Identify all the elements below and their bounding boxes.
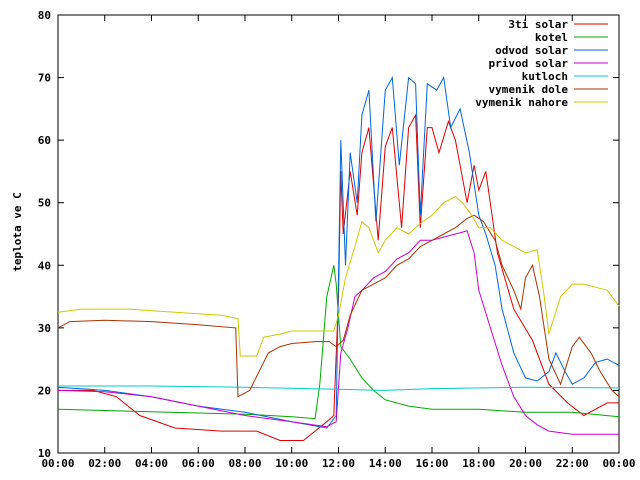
series-line-vymenik-dole — [57, 214, 620, 398]
y-tick-label: 60 — [38, 134, 51, 147]
x-tick-label: 02:00 — [88, 457, 121, 470]
legend-label-kutloch: kutloch — [522, 70, 568, 83]
x-tick-label: 10:00 — [275, 457, 308, 470]
series-line-vymenik-nahore — [57, 195, 620, 357]
plot-area: 00:00 02:00 04:00 06:00 08:00 10:00 12:00 14:00… — [38, 9, 636, 470]
x-tick-label: 14:00 — [369, 457, 402, 470]
legend-label-vymenik-dole: vymenik dole — [489, 83, 569, 96]
y-tick-label: 20 — [38, 384, 51, 397]
x-tick-label: 20:00 — [509, 457, 542, 470]
series-line-3ti-solar — [58, 113, 619, 441]
x-tick-label: 00:00 — [602, 457, 635, 470]
x-tick-label: 16:00 — [415, 457, 448, 470]
legend-label-odvod-solar: odvod solar — [495, 44, 568, 57]
y-tick-label: 70 — [38, 72, 51, 85]
x-tick-label: 22:00 — [556, 457, 589, 470]
y-tick-label: 10 — [38, 447, 51, 460]
y-tick-label: 80 — [38, 9, 51, 22]
y-tick-label: 30 — [38, 322, 51, 335]
legend-label-3ti-solar: 3ti solar — [508, 18, 568, 31]
y-axis-label: teplota ve C — [11, 192, 24, 271]
legend-label-vymenik-nahore: vymenik nahore — [475, 96, 568, 109]
legend-label-kotel: kotel — [535, 31, 568, 44]
series-line-odvod-solar — [57, 75, 620, 429]
x-tick-label: 00:00 — [41, 457, 74, 470]
x-tick-label: 18:00 — [462, 457, 495, 470]
series-line-privod-solar — [57, 230, 619, 435]
series-line-kutloch — [58, 385, 620, 391]
y-tick-label: 50 — [38, 197, 51, 210]
x-tick-label: 06:00 — [182, 457, 215, 470]
legend-label-privod-solar: privod solar — [489, 57, 569, 70]
series-lines — [57, 75, 620, 441]
x-tick-label: 08:00 — [228, 457, 261, 470]
x-tick-label: 04:00 — [135, 457, 168, 470]
y-tick-label: 40 — [38, 259, 51, 272]
x-tick-label: 12:00 — [322, 457, 355, 470]
